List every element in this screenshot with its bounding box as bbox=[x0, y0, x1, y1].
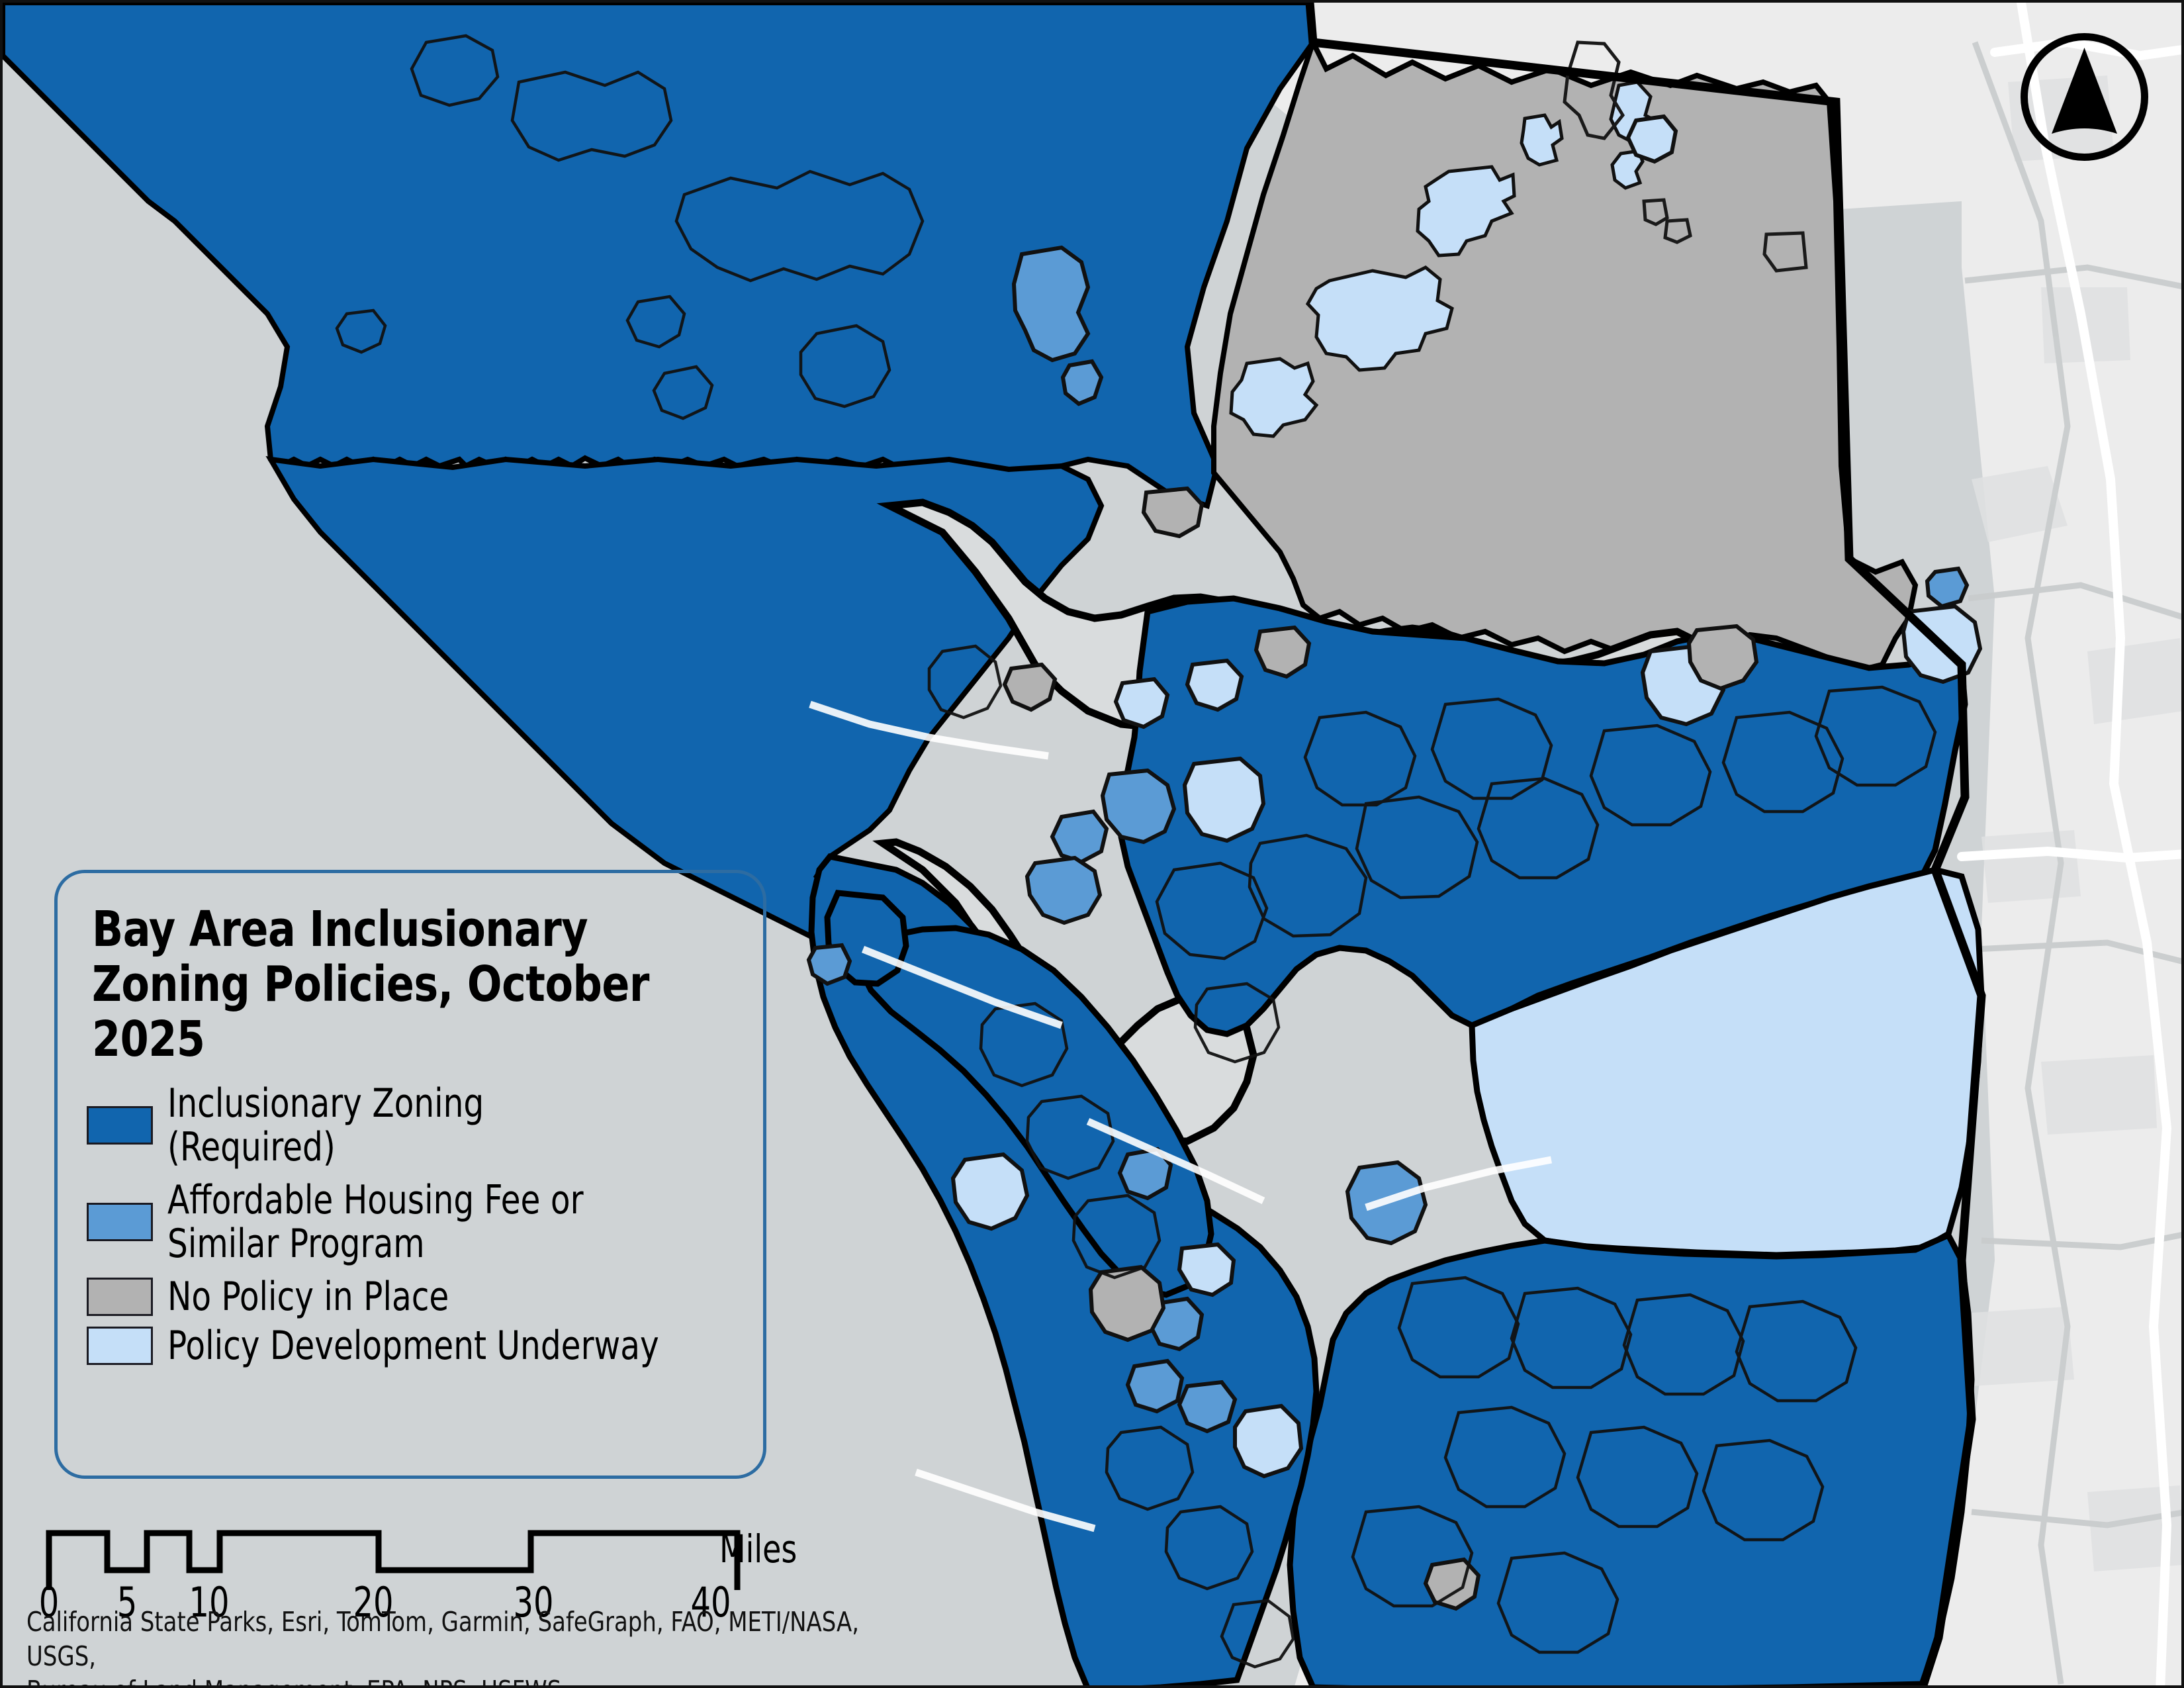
highway-lines bbox=[809, 700, 1553, 1532]
north-arrow-icon bbox=[2021, 33, 2148, 161]
legend-item-no-policy[interactable]: No Policy in Place bbox=[87, 1275, 737, 1319]
city-boundaries-napa-solano bbox=[1563, 40, 1808, 273]
legend-item-fee-program[interactable]: Affordable Housing Fee or Similar Progra… bbox=[87, 1178, 737, 1266]
legend-item-required[interactable]: Inclusionary Zoning (Required) bbox=[87, 1082, 737, 1169]
city-group-fee-program[interactable] bbox=[806, 245, 1970, 1434]
map-legend[interactable]: Bay Area Inclusionary Zoning Policies, O… bbox=[54, 870, 766, 1479]
legend-swatch-no-policy bbox=[87, 1277, 153, 1316]
legend-label-underway: Policy Development Underway bbox=[167, 1322, 659, 1369]
legend-item-underway[interactable]: Policy Development Underway bbox=[87, 1324, 737, 1368]
legend-swatch-underway bbox=[87, 1326, 153, 1365]
region-mid-peninsula-required[interactable] bbox=[857, 925, 1214, 1298]
scale-tick-20: 20 bbox=[353, 1578, 394, 1626]
bay-area-choropleth-map[interactable] bbox=[3, 3, 2184, 1688]
city-boundary-lines bbox=[335, 34, 1937, 1669]
scale-bar bbox=[42, 1519, 823, 1631]
map-attribution: California State Parks, Esri, TomTom, Ga… bbox=[26, 1606, 859, 1685]
city-group-underway-north[interactable] bbox=[1229, 80, 1660, 438]
scale-bar-graphic bbox=[46, 1530, 741, 1590]
scale-tick-10: 10 bbox=[189, 1578, 230, 1626]
scale-tick-5: 5 bbox=[116, 1578, 138, 1626]
scale-tick-30: 30 bbox=[513, 1578, 554, 1626]
city-group-no-policy[interactable] bbox=[1002, 486, 1759, 1611]
legend-label-no-policy: No Policy in Place bbox=[167, 1273, 449, 1320]
county-santa-clara-required[interactable] bbox=[1287, 1231, 1975, 1688]
legend-label-required: Inclusionary Zoning (Required) bbox=[167, 1080, 484, 1170]
study-area-outline bbox=[1305, 3, 1986, 1685]
county-napa-solano-no-policy[interactable] bbox=[1211, 35, 1919, 675]
north-arrow bbox=[2017, 29, 2152, 165]
legend-label-fee-program: Affordable Housing Fee or Similar Progra… bbox=[167, 1176, 584, 1267]
legend-swatch-required bbox=[87, 1105, 153, 1145]
scale-bar-unit-label: Miles bbox=[719, 1526, 797, 1571]
legend-title: Bay Area Inclusionary Zoning Policies, O… bbox=[92, 901, 650, 1068]
city-group-underway[interactable] bbox=[950, 114, 1983, 1479]
scale-tick-40: 40 bbox=[690, 1578, 731, 1626]
legend-swatch-fee-program bbox=[87, 1202, 153, 1241]
scale-tick-0: 0 bbox=[38, 1578, 60, 1626]
